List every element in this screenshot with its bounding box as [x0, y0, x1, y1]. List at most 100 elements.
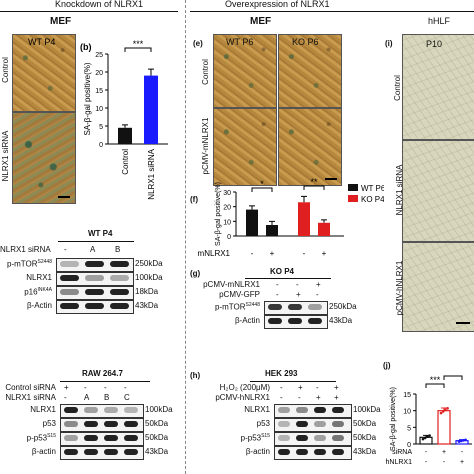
panel-j-row-sign: -	[461, 449, 464, 456]
panel-g-band	[288, 318, 302, 324]
panel-b-bar-0	[118, 127, 132, 144]
panel-e-cell: MEF	[250, 16, 272, 27]
panel-f-legend-swatch-0	[348, 184, 358, 191]
panel-f-sig-wt-bracket	[251, 187, 273, 192]
panel-d-cell: RAW 264.7	[82, 369, 123, 378]
panel-j-point	[464, 438, 467, 442]
panel-b-ytick-label: 0	[99, 142, 103, 149]
panel-i-micrograph-sirna	[402, 140, 474, 242]
panel-c-band-label-2: p16INK4A	[24, 287, 52, 297]
panel-j-point	[441, 410, 445, 413]
panel-j-row-sign: +	[442, 449, 446, 456]
panel-h-sign: -	[298, 393, 301, 402]
panel-f-bar-0	[246, 209, 258, 236]
panel-i-row-control: Control	[393, 75, 402, 101]
panel-f-legend-swatch-1	[348, 195, 358, 202]
panel-h-band-label-1: p53	[256, 419, 270, 428]
panel-h-band	[296, 407, 308, 413]
panel-b-ytick-label: 20	[95, 70, 103, 77]
panel-c-band	[60, 275, 79, 281]
panel-d-band	[64, 407, 78, 413]
panel-h-sign: -	[280, 393, 283, 402]
panel-c-band	[85, 289, 104, 295]
panel-d-condition-0: Control siRNA	[5, 383, 56, 392]
panel-c-group: WT P4	[88, 229, 113, 238]
panel-d-band-size-1: 50kDa	[145, 419, 169, 428]
panel-f-error-3	[321, 219, 327, 223]
panel-h-sign: +	[334, 383, 339, 392]
panel-c-blot: p-mTORS2448 250kDa NLRX1 100kDa p16INK4A 18kD…	[0, 258, 180, 338]
panel-c-band	[60, 289, 79, 295]
panel-g-sign: -	[296, 280, 299, 289]
panel-h-band	[332, 407, 344, 413]
panel-h-sign: -	[316, 383, 319, 392]
panel-f-error-1	[269, 220, 275, 225]
panel-i-letter: (i)	[385, 39, 393, 48]
panel-e-micrograph-ko-pcmv	[278, 108, 342, 186]
panel-b-error-1	[148, 68, 154, 76]
panel-e-micrograph-wt-control	[213, 34, 277, 108]
panel-d-band	[84, 421, 98, 427]
panel-j-point	[446, 406, 449, 410]
panel-j-row-label-0: siRNA	[392, 449, 412, 456]
panel-c-band-label-0: p-mTORS2448	[7, 259, 52, 269]
panel-d-sign: -	[64, 393, 67, 402]
panel-h-cell: HEK 293	[265, 369, 298, 378]
panel-e-group-ko: KO P6	[292, 37, 319, 47]
panel-b-sig-label: ***	[133, 40, 144, 49]
panel-d-band-frame-0	[60, 404, 144, 418]
panel-d-band-label-3: β-actin	[31, 447, 56, 456]
panel-f-sig-wt-label: *	[260, 179, 264, 189]
panel-c-band	[110, 275, 129, 281]
panel-d-sign: A	[84, 393, 90, 402]
panel-b-letter: (b)	[80, 42, 92, 52]
panel-e-row-control: Control	[201, 59, 210, 85]
panel-d-band	[104, 449, 118, 455]
panel-g-band-size-1: 43kDa	[329, 316, 353, 325]
panel-c-band	[60, 303, 79, 309]
panel-h-band	[296, 421, 308, 427]
panel-g-sign: -	[316, 290, 319, 299]
panel-c-band	[110, 289, 129, 295]
panel-g-condition-0: pCMV-mNLRX1	[203, 280, 260, 289]
panel-f-ytick-label: 30	[223, 190, 231, 197]
panel-c-lane-1: -	[64, 245, 67, 254]
panel-h-band	[278, 421, 290, 427]
panel-g-band	[308, 318, 322, 324]
panel-j-row-sign: -	[425, 459, 428, 466]
panel-f-letter: (f)	[190, 195, 198, 204]
panel-g-band-label-0: p-mTORS2448	[215, 302, 260, 312]
panel-c-band-label-3: β-Actin	[26, 301, 52, 310]
panel-e-scale-bar	[325, 178, 337, 180]
panel-f-ytick-label: 20	[223, 205, 231, 212]
panel-j-row-sign: -	[425, 449, 428, 456]
panel-h-band	[296, 435, 308, 441]
panel-j-point	[421, 437, 425, 441]
panel-f-ylabel: SA-β-gal positive(%)	[215, 182, 222, 246]
panel-d-sign: +	[64, 383, 69, 392]
panel-b-sig-bracket	[124, 47, 152, 52]
panel-f-bar-2	[298, 202, 310, 236]
panel-b-ylabel: SA-β-gal positive(%)	[83, 62, 92, 135]
panel-c-lane-3: B	[115, 245, 121, 254]
panel-j-row-label-1: hNLRX1	[386, 459, 412, 466]
panel-h-band-size-0: 100kDa	[353, 405, 381, 414]
panel-d-band-label-0: NLRX1	[30, 405, 56, 414]
panel-g-band-label-1: β-Actin	[234, 316, 260, 325]
panel-c-band-sup-0: S2448	[37, 259, 52, 265]
panel-j-ytick-label: 10	[403, 409, 411, 416]
panel-c-band	[85, 303, 104, 309]
panel-e-letter: (e)	[193, 39, 203, 48]
panel-a-scale-bar	[58, 196, 70, 198]
panel-d-band	[64, 449, 78, 455]
knockdown-header: Knockdown of NLRX1	[55, 0, 144, 9]
panel-g-band-sup-0: S2448	[245, 302, 260, 308]
panel-c-lane-2: A	[90, 245, 96, 254]
panel-d-band	[84, 435, 98, 441]
panel-h-band	[314, 435, 326, 441]
panel-c-band-size-3: 43kDa	[135, 301, 159, 310]
panel-i-micrograph-control	[402, 34, 474, 140]
panel-j-point	[462, 439, 465, 442]
panel-j-error-1	[441, 407, 447, 411]
panel-h-band	[278, 407, 290, 413]
